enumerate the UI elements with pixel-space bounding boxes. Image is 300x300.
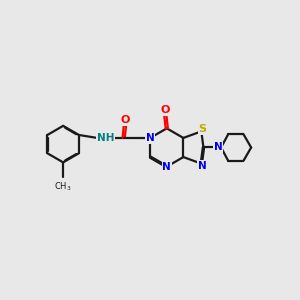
Text: NH: NH bbox=[97, 133, 114, 143]
Text: O: O bbox=[120, 115, 130, 125]
Text: N: N bbox=[198, 161, 207, 171]
Text: S: S bbox=[199, 124, 206, 134]
Text: N: N bbox=[146, 133, 154, 143]
Text: CH$_3$: CH$_3$ bbox=[54, 181, 72, 193]
Text: N: N bbox=[162, 162, 171, 172]
Text: N: N bbox=[214, 142, 223, 152]
Text: O: O bbox=[160, 105, 170, 115]
